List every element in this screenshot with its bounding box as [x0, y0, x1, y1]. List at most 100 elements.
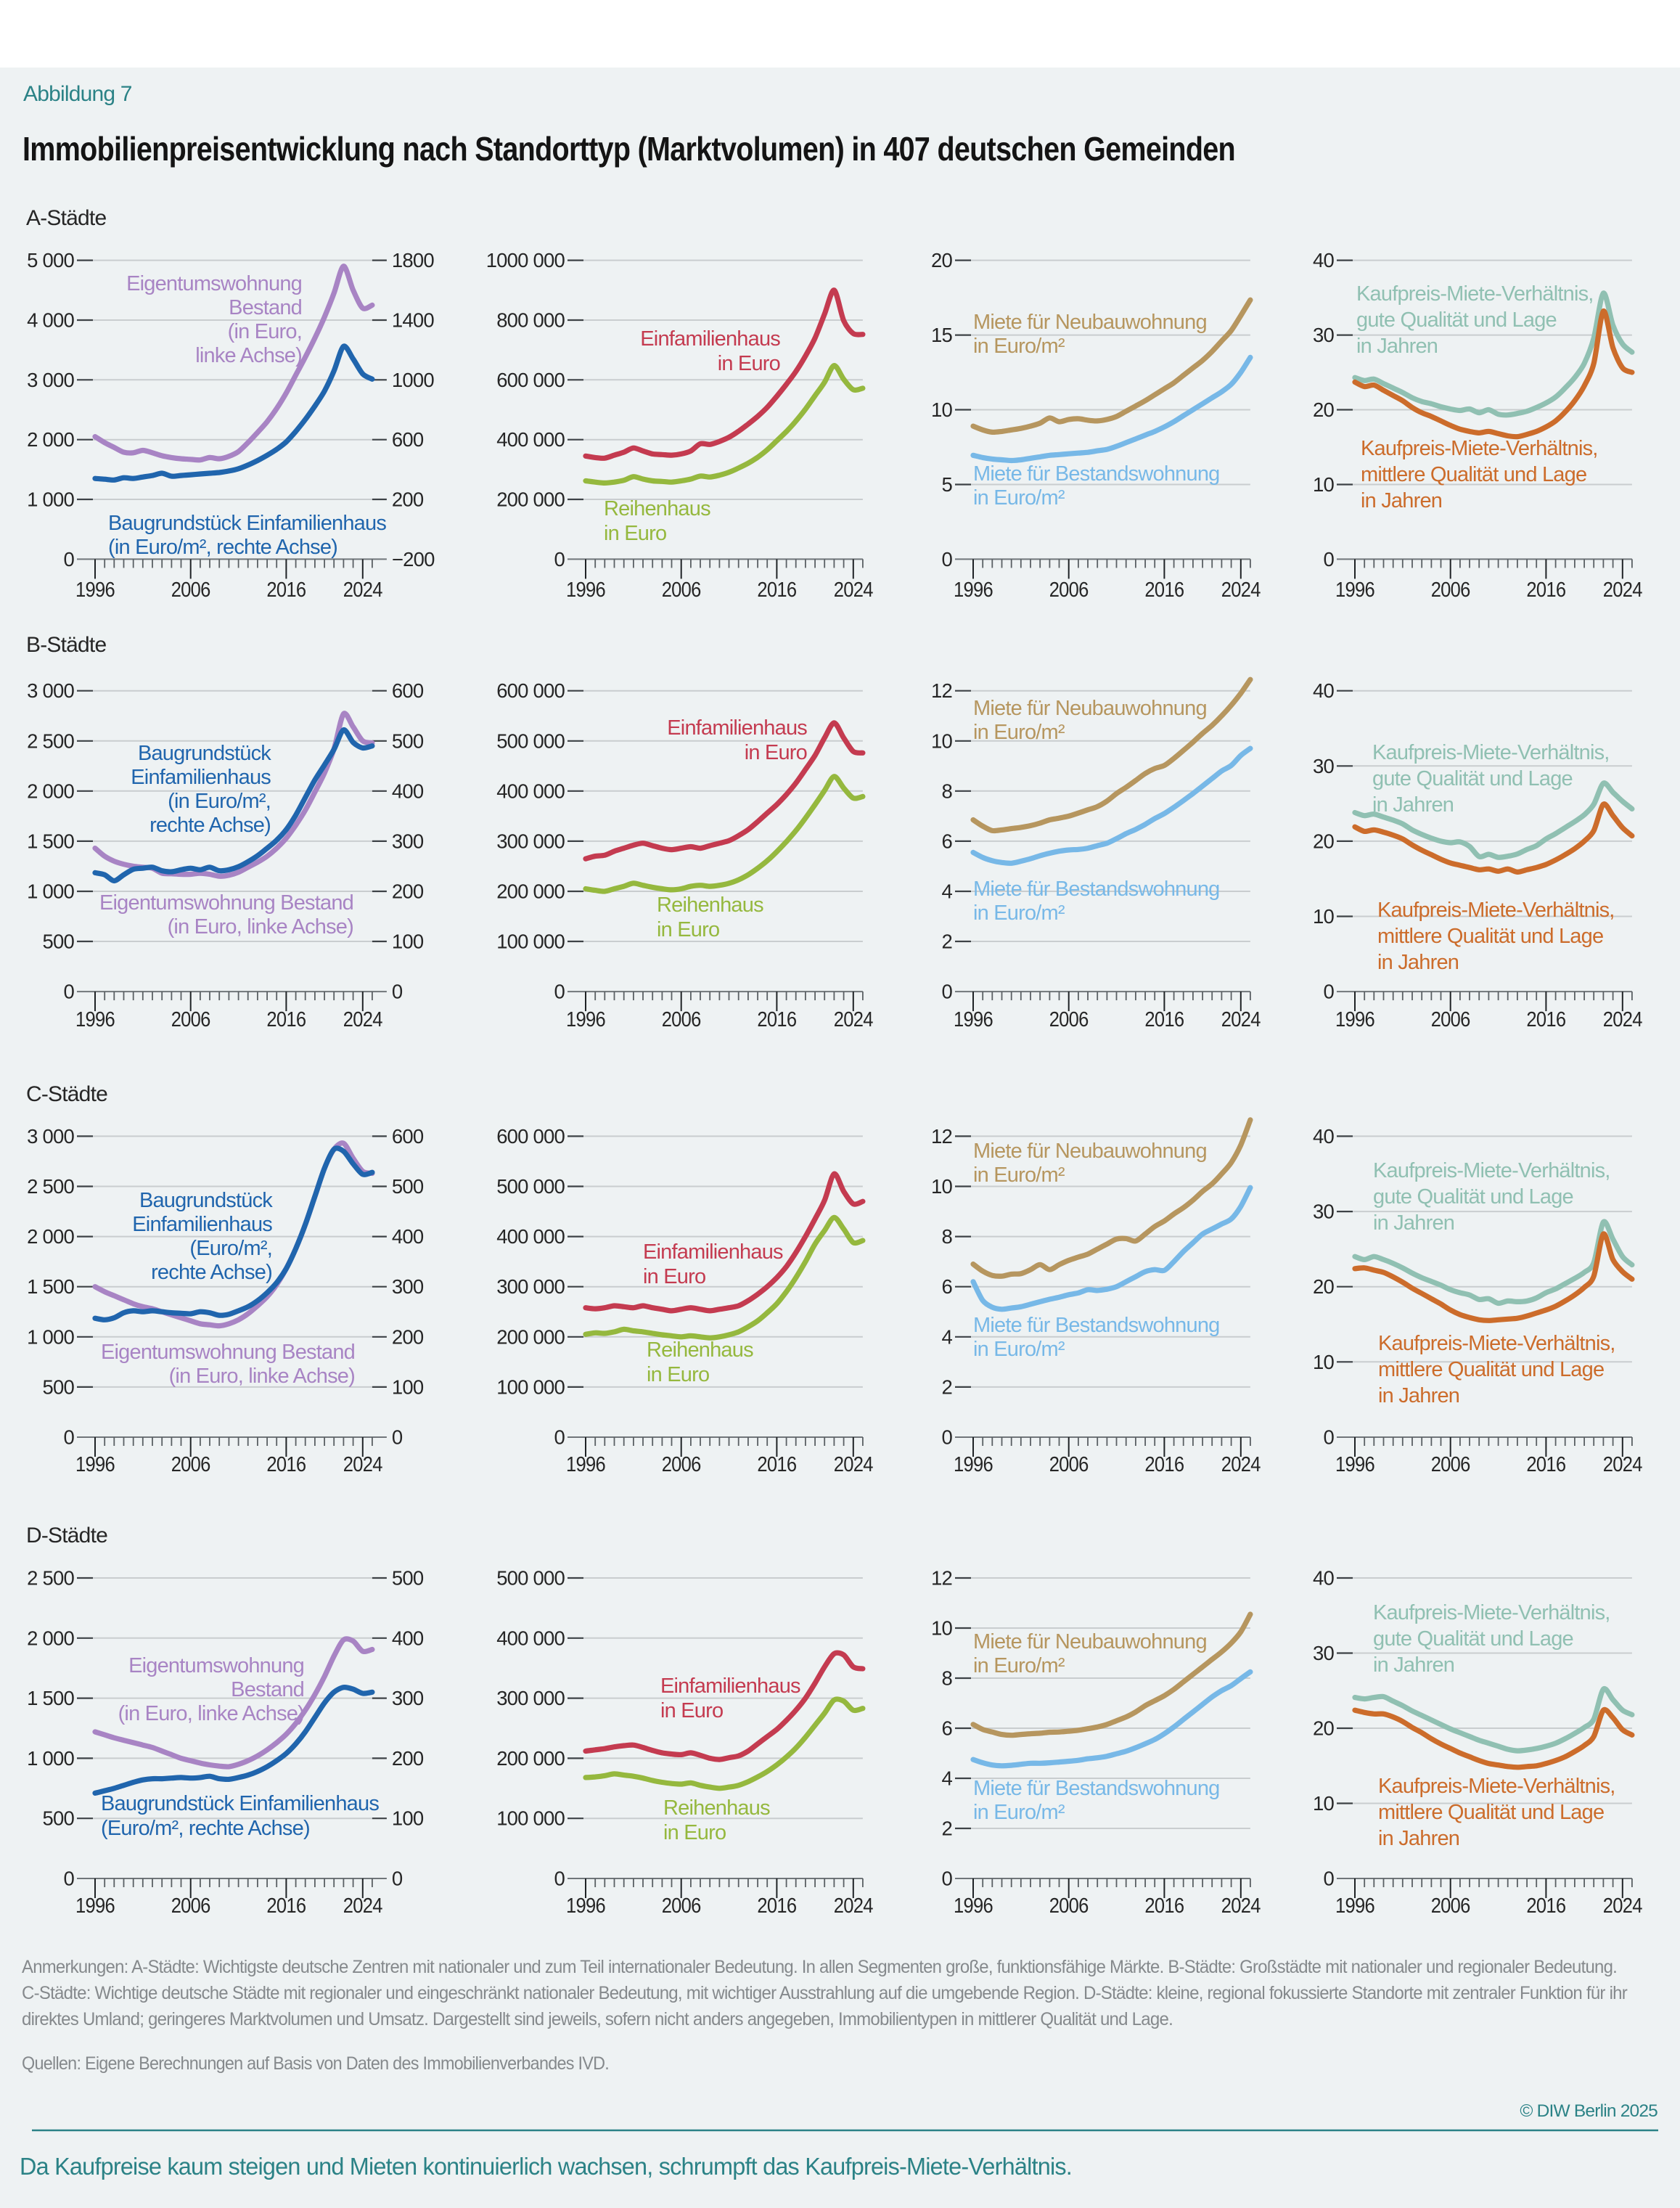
svg-text:in Euro: in Euro: [718, 352, 780, 375]
svg-text:2006: 2006: [662, 578, 701, 602]
svg-text:1996: 1996: [954, 1453, 993, 1476]
svg-text:2 000: 2 000: [27, 1627, 74, 1649]
svg-text:gute Qualität und Lage: gute Qualität und Lage: [1373, 1627, 1573, 1651]
svg-text:1996: 1996: [1335, 578, 1374, 602]
svg-text:mittlere Qualität und Lage: mittlere Qualität und Lage: [1377, 925, 1603, 948]
svg-text:2024: 2024: [1221, 1453, 1261, 1476]
svg-text:in Jahren: in Jahren: [1373, 1211, 1454, 1235]
svg-text:1 000: 1 000: [27, 1325, 74, 1348]
svg-text:2006: 2006: [662, 1008, 701, 1031]
svg-text:2: 2: [942, 1375, 953, 1398]
svg-text:0: 0: [64, 548, 75, 571]
svg-text:mittlere Qualität und Lage: mittlere Qualität und Lage: [1378, 1358, 1604, 1381]
svg-text:0: 0: [64, 1426, 75, 1449]
svg-text:600 000: 600 000: [496, 369, 565, 391]
svg-text:in Jahren: in Jahren: [1372, 793, 1454, 817]
svg-text:400: 400: [392, 1627, 424, 1649]
svg-text:in Euro: in Euro: [745, 741, 807, 764]
svg-text:0: 0: [1324, 981, 1335, 1003]
svg-text:0: 0: [1324, 548, 1335, 571]
svg-text:500: 500: [43, 1375, 75, 1398]
svg-text:Eigentumswohnung: Eigentumswohnung: [126, 272, 302, 295]
svg-text:3 000: 3 000: [27, 1125, 74, 1148]
svg-text:500: 500: [392, 729, 424, 752]
svg-text:3 000: 3 000: [27, 369, 74, 391]
svg-text:100: 100: [392, 1807, 424, 1830]
svg-text:30: 30: [1313, 1642, 1334, 1664]
svg-text:500: 500: [392, 1175, 424, 1198]
svg-text:2 000: 2 000: [27, 428, 74, 451]
svg-text:Eigentumswohnung: Eigentumswohnung: [128, 1654, 304, 1677]
svg-text:(Euro/m²,: (Euro/m²,: [189, 1237, 272, 1260]
svg-text:1 500: 1 500: [27, 830, 74, 852]
svg-text:Einfamilienhaus: Einfamilienhaus: [660, 1675, 800, 1698]
svg-text:3 000: 3 000: [27, 679, 74, 702]
svg-text:300 000: 300 000: [496, 1275, 565, 1298]
svg-text:in Euro/m²: in Euro/m²: [973, 1654, 1065, 1677]
svg-text:2016: 2016: [266, 1008, 306, 1031]
svg-text:Kaufpreis-Miete-Verhältnis,: Kaufpreis-Miete-Verhältnis,: [1378, 1775, 1615, 1798]
svg-text:100: 100: [392, 931, 424, 953]
svg-text:1800: 1800: [392, 249, 434, 271]
svg-text:2 000: 2 000: [27, 1225, 74, 1248]
svg-text:2016: 2016: [1144, 1008, 1184, 1031]
svg-text:1 000: 1 000: [27, 880, 74, 903]
svg-text:20: 20: [1313, 398, 1334, 421]
svg-text:40: 40: [1313, 1125, 1334, 1148]
svg-text:2016: 2016: [1526, 1894, 1565, 1918]
svg-text:1996: 1996: [954, 578, 993, 602]
svg-text:1996: 1996: [75, 1894, 115, 1918]
svg-text:2006: 2006: [171, 578, 210, 602]
svg-text:in Euro/m²: in Euro/m²: [973, 901, 1065, 925]
svg-text:in Euro/m²: in Euro/m²: [973, 721, 1065, 744]
svg-text:rechte Achse): rechte Achse): [151, 1261, 272, 1284]
svg-text:1996: 1996: [566, 1894, 605, 1918]
svg-text:Kaufpreis-Miete-Verhältnis,: Kaufpreis-Miete-Verhältnis,: [1373, 1159, 1610, 1182]
svg-text:2006: 2006: [1431, 578, 1470, 602]
svg-text:20: 20: [1313, 1717, 1334, 1740]
svg-text:200 000: 200 000: [496, 1325, 565, 1348]
svg-text:2024: 2024: [834, 1453, 874, 1476]
svg-text:5 000: 5 000: [27, 249, 74, 271]
svg-text:2006: 2006: [1049, 1453, 1089, 1476]
svg-text:1996: 1996: [566, 1008, 605, 1031]
svg-text:rechte Achse): rechte Achse): [149, 814, 271, 837]
svg-text:500: 500: [392, 1567, 424, 1590]
svg-text:in Jahren: in Jahren: [1373, 1653, 1454, 1677]
svg-text:4 000: 4 000: [27, 309, 74, 332]
svg-text:40: 40: [1313, 679, 1334, 702]
svg-text:4: 4: [942, 880, 953, 903]
svg-text:2016: 2016: [1526, 1008, 1565, 1031]
svg-text:2024: 2024: [343, 1008, 383, 1031]
svg-text:12: 12: [931, 1567, 952, 1590]
svg-text:0: 0: [554, 1868, 565, 1890]
svg-text:1000 000: 1000 000: [486, 249, 565, 271]
svg-text:2016: 2016: [266, 578, 306, 602]
svg-text:1996: 1996: [954, 1894, 993, 1918]
svg-text:Miete für Neubauwohnung: Miete für Neubauwohnung: [973, 311, 1207, 334]
svg-text:2016: 2016: [1144, 1894, 1184, 1918]
svg-text:2024: 2024: [1603, 1894, 1643, 1918]
svg-text:300 000: 300 000: [496, 1687, 565, 1709]
svg-text:0: 0: [554, 981, 565, 1003]
svg-text:600: 600: [392, 428, 424, 451]
svg-text:300: 300: [392, 830, 424, 852]
svg-text:100: 100: [392, 1375, 424, 1398]
svg-text:10: 10: [931, 398, 952, 421]
svg-text:Baugrundstück: Baugrundstück: [139, 1189, 273, 1212]
svg-text:1996: 1996: [1335, 1453, 1374, 1476]
svg-text:10: 10: [931, 1175, 952, 1198]
svg-text:Kaufpreis-Miete-Verhältnis,: Kaufpreis-Miete-Verhältnis,: [1372, 741, 1610, 764]
svg-text:600 000: 600 000: [496, 1125, 565, 1148]
svg-text:2006: 2006: [1049, 1008, 1089, 1031]
svg-text:6: 6: [942, 830, 953, 852]
svg-text:Kaufpreis-Miete-Verhältnis,: Kaufpreis-Miete-Verhältnis,: [1378, 1332, 1615, 1355]
svg-text:0: 0: [554, 548, 565, 571]
svg-text:in Euro/m²: in Euro/m²: [973, 1338, 1065, 1361]
svg-text:0: 0: [942, 548, 953, 571]
svg-text:2016: 2016: [757, 1894, 796, 1918]
svg-text:(in Euro/m²,: (in Euro/m²,: [168, 790, 271, 813]
svg-text:10: 10: [931, 1617, 952, 1640]
svg-text:2024: 2024: [1221, 1894, 1261, 1918]
svg-text:8: 8: [942, 1225, 953, 1248]
